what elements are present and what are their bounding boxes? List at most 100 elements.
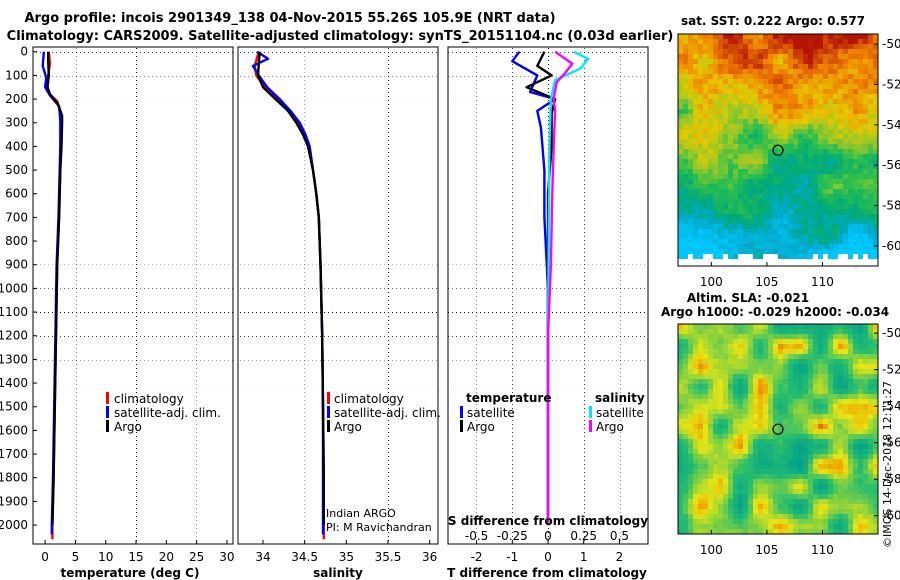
map-cell	[858, 354, 863, 359]
map-cell	[873, 489, 878, 494]
map-cell	[853, 64, 858, 69]
map-cell	[813, 374, 818, 379]
grid-line-h	[238, 312, 438, 314]
map-cell	[773, 189, 778, 194]
map-cell	[813, 329, 818, 334]
map-cell	[838, 344, 843, 349]
map-cell	[798, 44, 803, 49]
map-cell	[823, 449, 828, 454]
map-cell	[873, 164, 878, 169]
map-cell	[728, 39, 733, 44]
map-cell	[778, 44, 783, 49]
map-cell	[718, 134, 723, 139]
map-cell	[748, 439, 753, 444]
map-cell	[788, 189, 793, 194]
map-cell	[688, 529, 693, 534]
map-cell	[828, 334, 833, 339]
map-cell	[753, 64, 758, 69]
map-cell	[753, 479, 758, 484]
map-cell	[793, 489, 798, 494]
map-cell	[688, 244, 693, 249]
map-cell	[688, 379, 693, 384]
map-cell	[778, 114, 783, 119]
map-cell	[803, 414, 808, 419]
map-cell	[813, 224, 818, 229]
map-cell	[698, 59, 703, 64]
map-cell	[698, 394, 703, 399]
map-cell	[683, 244, 688, 249]
map-cell	[753, 414, 758, 419]
map-cell	[713, 69, 718, 74]
map-cell	[703, 389, 708, 394]
map-cell	[753, 219, 758, 224]
map-cell	[743, 214, 748, 219]
map-cell	[703, 209, 708, 214]
map-cell	[873, 469, 878, 474]
map-cell	[838, 529, 843, 534]
map-cell	[683, 44, 688, 49]
map-cell	[703, 154, 708, 159]
map-cell	[808, 74, 813, 79]
map-cell	[678, 499, 683, 504]
map-cell	[793, 159, 798, 164]
map-cell	[848, 89, 853, 94]
map-cell	[738, 499, 743, 504]
map-cell	[733, 169, 738, 174]
grid-line-h	[33, 146, 233, 148]
map-cell	[838, 194, 843, 199]
map-cell	[738, 239, 743, 244]
map-cell	[768, 69, 773, 74]
map-cell	[798, 409, 803, 414]
map-cell	[848, 104, 853, 109]
map-cell	[693, 179, 698, 184]
map-cell	[828, 104, 833, 109]
map-cell	[738, 179, 743, 184]
sla-map-subtitle: Argo h1000: -0.029 h2000: -0.034	[661, 305, 889, 319]
map-cell	[853, 49, 858, 54]
map-cell	[823, 379, 828, 384]
map-cell	[833, 49, 838, 54]
sla-map-panel: Altim. SLA: -0.021 Argo h1000: -0.029 h2…	[661, 291, 900, 557]
map-cell	[843, 124, 848, 129]
map-cell	[858, 379, 863, 384]
map-cell	[858, 359, 863, 364]
grid-line-v	[226, 47, 228, 544]
map-cell	[808, 414, 813, 419]
map-cell	[778, 489, 783, 494]
map-cell	[723, 334, 728, 339]
map-cell	[848, 514, 853, 519]
map-cell	[678, 389, 683, 394]
map-cell	[808, 439, 813, 444]
map-cell	[688, 179, 693, 184]
map-cell	[703, 204, 708, 209]
map-cell	[703, 164, 708, 169]
map-cell	[853, 359, 858, 364]
map-cell	[698, 354, 703, 359]
map-cell	[713, 334, 718, 339]
map-cell	[738, 129, 743, 134]
map-cell	[743, 229, 748, 234]
map-cell	[783, 414, 788, 419]
map-cell	[683, 79, 688, 84]
map-cell	[698, 514, 703, 519]
map-cell	[723, 194, 728, 199]
map-cell	[813, 229, 818, 234]
map-cell	[808, 144, 813, 149]
map-cell	[823, 344, 828, 349]
map-cell	[718, 199, 723, 204]
map-cell	[703, 509, 708, 514]
map-cell	[833, 229, 838, 234]
map-cell	[768, 424, 773, 429]
map-cell	[823, 129, 828, 134]
map-cell	[688, 524, 693, 529]
map-cell	[863, 389, 868, 394]
map-cell	[783, 489, 788, 494]
map-cell	[753, 474, 758, 479]
map-cell	[813, 159, 818, 164]
map-cell	[848, 219, 853, 224]
map-cell	[828, 509, 833, 514]
map-cell	[848, 479, 853, 484]
map-cell	[828, 99, 833, 104]
map-cell	[748, 204, 753, 209]
map-cell	[683, 469, 688, 474]
